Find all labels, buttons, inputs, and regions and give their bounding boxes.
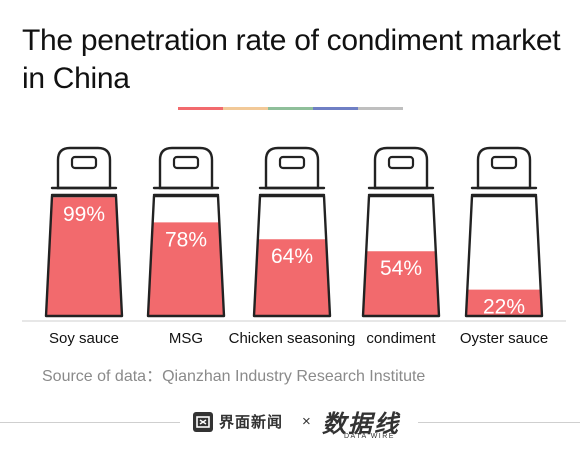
category-label: Soy sauce xyxy=(49,330,119,347)
times-symbol: × xyxy=(302,413,311,430)
brand-jiemian: 界面新闻 xyxy=(193,411,283,432)
bar-fill xyxy=(46,197,122,316)
category-label: condiment xyxy=(366,330,436,347)
cap-window xyxy=(490,155,518,170)
data-label: 64% xyxy=(271,245,313,268)
brand-data-wire: 数据线 DATA WIRE xyxy=(322,404,402,444)
cap-window xyxy=(70,155,98,170)
brand-right-logo: 数据线 xyxy=(322,410,400,438)
data-label: 54% xyxy=(380,257,422,280)
brand-right-sub: DATA WIRE xyxy=(344,433,395,440)
category-label: Chicken seasoning xyxy=(229,330,356,347)
bottle-outline xyxy=(146,194,226,318)
bottle-outline xyxy=(464,194,544,318)
cap-window xyxy=(172,155,200,170)
cap-window xyxy=(278,155,306,170)
bar-fill xyxy=(363,251,439,316)
divider-segment xyxy=(358,107,403,110)
footer-divider-right xyxy=(418,422,580,423)
divider-segment xyxy=(268,107,313,110)
bar-fill xyxy=(254,239,330,316)
data-label: 78% xyxy=(165,228,207,251)
jiemian-logo-icon xyxy=(193,411,213,432)
title-divider xyxy=(178,107,403,110)
data-label: 22% xyxy=(483,296,525,319)
bar-fill xyxy=(466,289,542,316)
bottle-outline xyxy=(252,194,332,318)
brand-left-label: 界面新闻 xyxy=(219,413,284,431)
source-note: Source of data：Qianzhan Industry Researc… xyxy=(42,368,426,385)
divider-segment xyxy=(223,107,268,110)
chart-title: The penetration rate of condiment market… xyxy=(22,24,561,95)
bottle-outline xyxy=(44,194,124,318)
footer-divider-left xyxy=(0,422,180,423)
divider-segment xyxy=(313,107,358,110)
data-label: 99% xyxy=(63,203,105,226)
category-label: Oyster sauce xyxy=(460,330,548,347)
bar-fill xyxy=(148,222,224,316)
bottle-outline xyxy=(361,194,441,318)
footer: 界面新闻 × 数据线 DATA WIRE xyxy=(0,404,580,444)
divider-segment xyxy=(178,107,223,110)
category-label: MSG xyxy=(169,330,203,347)
cap-window xyxy=(387,155,415,170)
